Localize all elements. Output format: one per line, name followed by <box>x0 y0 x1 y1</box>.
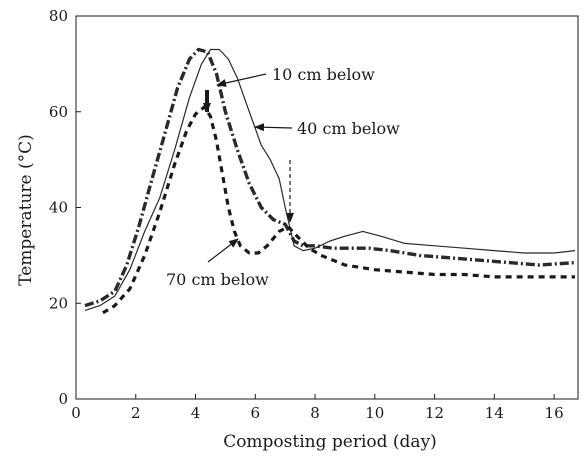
annotation-arrows <box>203 73 294 263</box>
arrow-70cm <box>207 238 239 263</box>
arrow-40cm <box>254 123 293 132</box>
annotation-70cm-label: 70 cm below <box>166 270 269 289</box>
y-tick-label: 40 <box>49 199 68 217</box>
x-tick-label: 10 <box>365 404 384 422</box>
annotation-40cm-label: 40 cm below <box>297 119 400 138</box>
ticks-layer: 0 2 4 6 8 10 12 14 16 0 20 40 60 80 <box>49 7 564 422</box>
series-line-70-cm-below <box>102 105 575 315</box>
x-tick-label: 14 <box>485 404 504 422</box>
series-line-10-cm-below <box>84 47 576 308</box>
x-axis-title: Composting period (day) <box>223 432 437 452</box>
y-tick-label: 0 <box>58 390 68 408</box>
series-line-40-cm-below <box>84 48 576 311</box>
y-tick-label: 20 <box>49 294 68 312</box>
x-tick-label: 6 <box>251 404 261 422</box>
x-tick-label: 12 <box>425 404 444 422</box>
arrow-10cm <box>216 73 267 87</box>
series-layer <box>84 47 576 315</box>
y-tick-label: 80 <box>49 7 68 25</box>
annotation-10cm-label: 10 cm below <box>272 65 375 84</box>
x-tick-label: 16 <box>545 404 564 422</box>
y-axis-title: Temperature (°C) <box>16 134 36 286</box>
x-tick-label: 8 <box>310 404 320 422</box>
x-tick-label: 0 <box>71 404 81 422</box>
y-tick-label: 60 <box>49 103 68 121</box>
x-tick-label: 2 <box>131 404 141 422</box>
x-tick-label: 4 <box>191 404 201 422</box>
